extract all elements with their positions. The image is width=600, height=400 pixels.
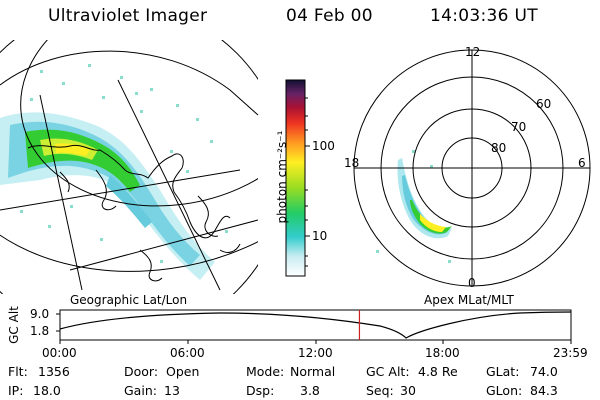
dsp-label: Dsp: xyxy=(246,383,275,398)
mlat-label-60: 60 xyxy=(536,97,552,111)
mlt-label-18: 18 xyxy=(344,156,360,170)
door-label: Door: xyxy=(124,364,159,379)
orbit-altitude-trace xyxy=(59,311,572,339)
ip-label: IP: xyxy=(8,383,24,398)
time-tick-0600: 06:00 xyxy=(170,346,205,360)
color-bar xyxy=(285,79,310,277)
coastlines xyxy=(27,144,241,282)
gain-label: Gain: xyxy=(124,383,157,398)
polar-grid xyxy=(353,49,591,287)
ip-value: 18.0 xyxy=(33,383,61,398)
glat-label: GLat: xyxy=(486,364,520,379)
colorbar-unit-label: photon cm⁻²s⁻¹ xyxy=(275,130,289,224)
geographic-grid xyxy=(0,40,258,294)
mode-value: Normal xyxy=(290,364,336,379)
left-panel-label: Geographic Lat/Lon xyxy=(70,293,188,307)
flt-value: 1356 xyxy=(38,364,70,379)
polar-plot xyxy=(353,49,591,287)
aurora-oval-magnetic xyxy=(376,150,452,263)
colorbar-tick-100: 100 xyxy=(312,139,335,153)
glat-value: 74.0 xyxy=(530,364,558,379)
mlt-label-0: 0 xyxy=(468,276,476,290)
time-tick-2359: 23:59 xyxy=(553,346,588,360)
map-outline xyxy=(0,50,259,116)
altitude-ytick-high: 9.0 xyxy=(30,307,50,321)
noise-pixels xyxy=(20,64,228,263)
glon-label: GLon: xyxy=(486,383,523,398)
mlat-label-80: 80 xyxy=(491,141,507,155)
altitude-ylabel: GC Alt xyxy=(7,306,21,344)
seq-label: Seq: xyxy=(366,383,394,398)
aurora-oval-geographic xyxy=(0,112,215,281)
image-date: 04 Feb 00 xyxy=(286,6,373,26)
time-tick-1800: 18:00 xyxy=(425,346,460,360)
seq-value: 30 xyxy=(400,383,416,398)
mode-label: Mode: xyxy=(246,364,285,379)
gcalt-value: 4.8 Re xyxy=(418,364,458,379)
glon-value: 84.3 xyxy=(530,383,558,398)
mlt-label-12: 12 xyxy=(465,45,481,59)
geographic-map xyxy=(0,40,258,294)
mlt-label-6: 6 xyxy=(578,156,586,170)
mlat-label-70: 70 xyxy=(511,120,527,134)
time-tick-0000: 00:00 xyxy=(42,346,77,360)
time-tick-1200: 12:00 xyxy=(298,346,333,360)
gain-value: 13 xyxy=(164,383,180,398)
door-value: Open xyxy=(166,364,200,379)
instrument-title: Ultraviolet Imager xyxy=(48,6,208,26)
right-panel-label: Apex MLat/MLT xyxy=(424,293,514,307)
altitude-plot xyxy=(56,309,572,344)
colorbar-tick-10: 10 xyxy=(312,229,328,243)
image-time: 14:03:36 UT xyxy=(430,6,538,26)
altitude-ytick-low: 1.8 xyxy=(30,324,50,338)
gcalt-label: GC Alt: xyxy=(366,364,410,379)
flt-label: Flt: xyxy=(8,364,28,379)
dsp-value: 3.8 xyxy=(300,383,320,398)
